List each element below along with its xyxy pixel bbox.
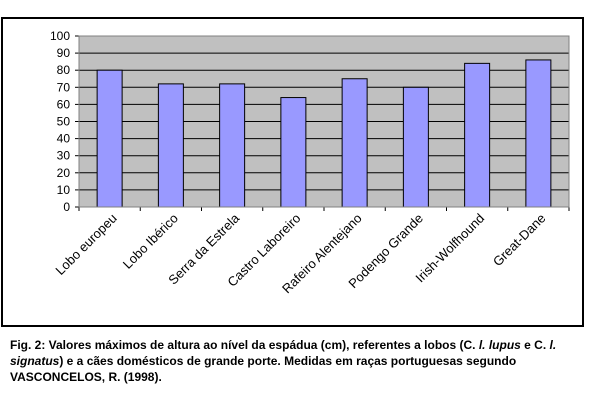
y-tick-label: 20: [57, 166, 71, 180]
y-tick-label: 80: [57, 63, 71, 77]
y-tick-label: 100: [50, 29, 70, 43]
x-tick-label: Great-Dane: [490, 211, 549, 270]
bar: [280, 97, 307, 208]
y-tick-label: 90: [57, 46, 71, 60]
bar: [341, 78, 368, 208]
y-tick-label: 40: [57, 132, 71, 146]
axes: [75, 35, 570, 211]
caption-suffix: ) e a cães domésticos de grande porte. M…: [10, 354, 517, 384]
y-tick-label: 60: [57, 97, 71, 111]
caption-taxon-signatus: l. signatus: [10, 338, 557, 368]
bars: [96, 59, 552, 208]
y-tick-label: 70: [57, 80, 71, 94]
bar: [96, 69, 123, 208]
bar-chart: 0 10 20 30 40 50 60 70 80 90 100 Lobo europeu Lobo …: [50, 29, 570, 296]
x-tick-label: Lobo europeu: [52, 211, 119, 278]
plot-border: [78, 35, 570, 208]
bar: [219, 83, 246, 208]
bar: [157, 83, 184, 208]
y-tick-label: 0: [63, 200, 70, 214]
figure-caption: Fig. 2: Valores máximos de altura ao nív…: [10, 337, 585, 385]
x-tick-label: Lobo Ibérico: [120, 211, 181, 272]
bar: [525, 59, 552, 208]
bar: [402, 86, 429, 208]
bar: [464, 62, 491, 208]
y-tick-label: 10: [57, 183, 71, 197]
y-tick-label: 50: [57, 115, 71, 129]
caption-prefix: Fig. 2: Valores máximos de altura ao nív…: [10, 338, 479, 352]
caption-taxon-lupus: l. lupus: [478, 338, 521, 352]
caption-mid: e C.: [520, 338, 550, 352]
y-tick-label: 30: [57, 149, 71, 163]
y-tick-labels: 0 10 20 30 40 50 60 70 80 90 100: [50, 29, 70, 214]
